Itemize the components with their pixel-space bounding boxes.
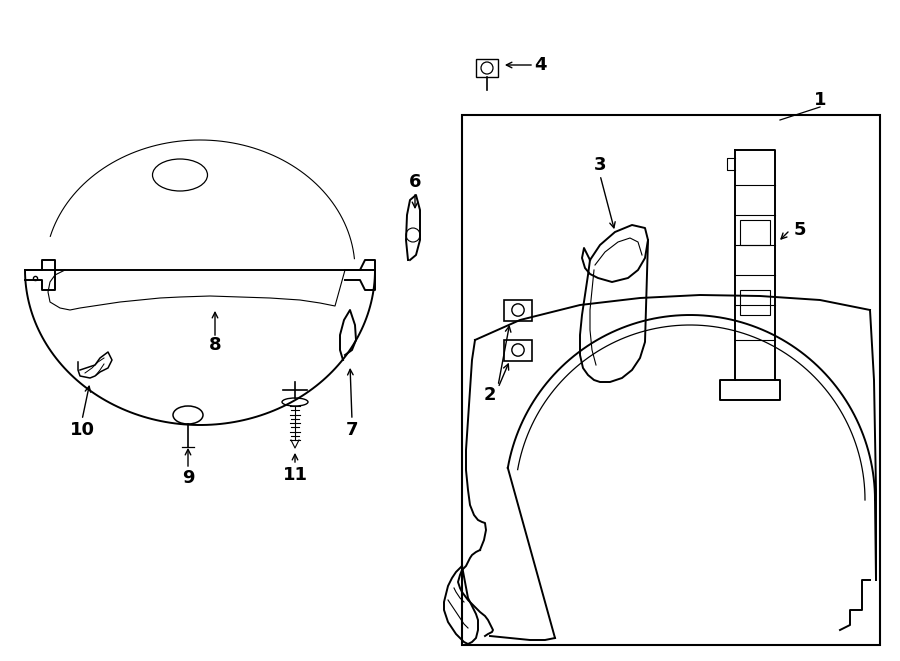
Ellipse shape (282, 398, 308, 406)
Bar (476, 59, 498, 77)
Text: 10: 10 (69, 421, 94, 439)
Bar (462, 115, 880, 645)
Bar (504, 299, 532, 321)
Bar (740, 290, 770, 315)
Bar (504, 340, 532, 360)
Text: 7: 7 (346, 421, 358, 439)
Text: 4: 4 (534, 56, 546, 74)
Text: 5: 5 (794, 221, 806, 239)
Text: 2: 2 (484, 386, 496, 404)
Text: 3: 3 (594, 156, 607, 174)
Text: 6: 6 (409, 173, 421, 191)
Text: 1: 1 (814, 91, 826, 109)
Text: 8: 8 (209, 336, 221, 354)
Text: 11: 11 (283, 466, 308, 484)
Text: 9: 9 (182, 469, 194, 487)
Ellipse shape (173, 406, 203, 424)
Bar (740, 220, 770, 245)
